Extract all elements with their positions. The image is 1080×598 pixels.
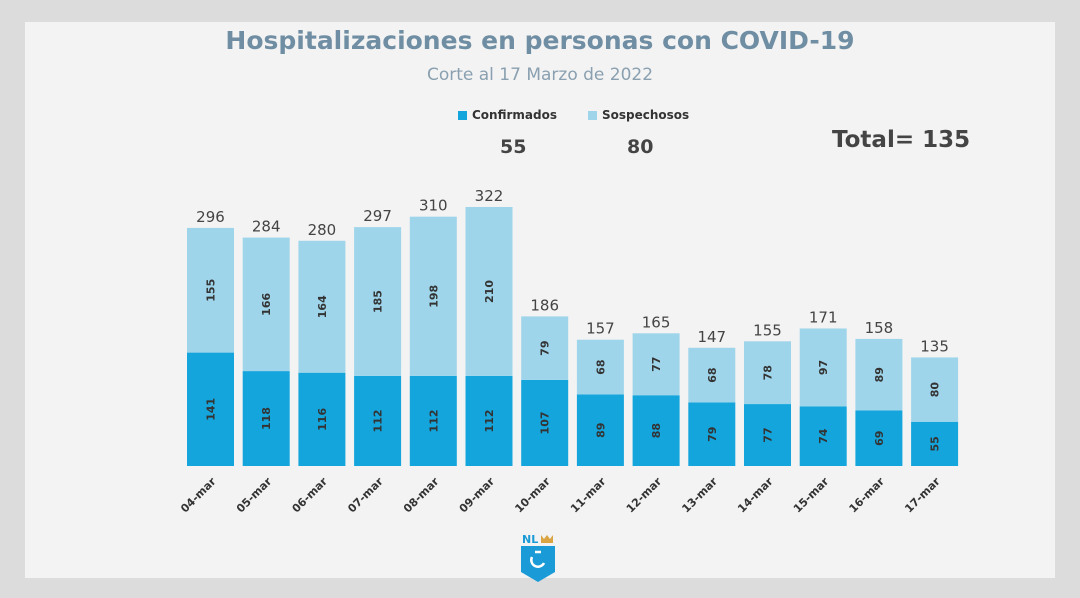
bar-segment-confirmados [354,375,402,466]
x-tick-label: 12-mar [624,475,665,516]
bar-segment-confirmados [187,352,234,466]
segment-value-label: 89 [873,367,886,382]
segment-value-label: 210 [483,280,496,303]
total-label: Total= 135 [832,127,971,153]
segment-value-label: 141 [205,398,218,421]
bar-total-label: 310 [419,197,448,215]
bar-segment-sospechosos [799,328,847,407]
segment-value-label: 185 [372,290,385,313]
legend-label: Sospechosos [602,108,690,122]
legend-total-confirmados: 55 [500,136,527,158]
bar-segment-sospechosos [744,341,791,405]
x-tick-label: 10-mar [512,475,553,516]
bar-segment-sospechosos [855,338,903,411]
bar-total-label: 147 [697,328,726,346]
x-tick-label: 08-mar [401,475,442,516]
x-tick-label: 04-mar [178,475,219,516]
bar-total-label: 284 [252,218,281,236]
bar-segment-sospechosos [409,216,457,376]
x-tick-label: 05-mar [234,475,275,516]
bar-total-label: 165 [642,313,671,331]
chart-subtitle: Corte al 17 Marzo de 2022 [426,65,654,85]
segment-value-label: 166 [260,293,273,316]
bar-segment-confirmados [632,395,680,466]
segment-value-label: 79 [706,427,719,442]
legend-total-sospechosos: 80 [627,136,654,158]
bar-segment-confirmados [521,379,569,466]
bar-segment-confirmados [799,406,847,466]
segment-value-label: 88 [650,423,663,438]
legend-swatch-sospechosos [588,110,597,120]
segment-value-label: 55 [929,436,942,451]
bar-segment-sospechosos [298,240,346,373]
bar-total-label: 297 [363,207,392,225]
x-tick-label: 14-mar [735,475,776,516]
segment-value-label: 112 [427,409,440,432]
bar-segment-sospechosos [632,333,680,396]
x-tick-label: 11-mar [568,475,609,516]
x-tick-label: 16-mar [847,475,888,516]
bar-segment-sospechosos [688,347,736,403]
chart-title: Hospitalizaciones en personas con COVID-… [225,26,855,55]
segment-value-label: 107 [539,411,552,434]
svg-text:NL: NL [522,533,538,546]
bar-segment-confirmados [576,394,624,466]
bar-total-label: 157 [586,320,615,338]
bar-total-label: 322 [475,187,504,205]
x-tick-label: 13-mar [679,475,720,516]
bar-total-label: 158 [865,319,894,337]
bar-segment-confirmados [855,410,903,466]
bar-segment-sospechosos [576,339,624,395]
segment-value-label: 80 [929,382,942,398]
x-tick-label: 09-mar [457,475,498,516]
segment-value-label: 198 [427,285,440,308]
segment-value-label: 79 [539,341,552,356]
bar-segment-confirmados [744,404,791,466]
legend-item-sospechosos: Sospechosos [588,108,689,122]
segment-value-label: 68 [706,367,719,382]
bar-segment-confirmados [409,375,457,466]
x-tick-label: 15-mar [791,475,832,516]
segment-value-label: 164 [316,295,329,318]
bar-segment-confirmados [465,375,513,466]
legend-swatch-confirmados [458,110,467,120]
bar-segment-confirmados [242,371,290,466]
bar-segment-sospechosos [465,207,513,376]
x-tick-label: 06-mar [290,475,331,516]
nl-logo: NL [516,532,560,584]
bar-total-label: 135 [920,337,949,355]
segment-value-label: 112 [372,409,385,432]
segment-value-label: 116 [316,408,329,431]
segment-value-label: 74 [817,428,830,444]
x-tick-label: 17-mar [902,475,943,516]
segment-value-label: 118 [260,407,273,430]
segment-value-label: 78 [762,365,775,380]
bar-total-label: 296 [196,208,225,226]
bar-segment-confirmados [911,421,959,466]
bar-segment-sospechosos [242,237,290,372]
segment-value-label: 97 [817,360,830,375]
legend-label: Confirmados [472,108,557,122]
segment-value-label: 77 [650,357,663,372]
legend-item-confirmados: Confirmados [458,108,557,122]
segment-value-label: 155 [205,279,218,302]
segment-value-label: 69 [873,431,886,446]
bar-segment-confirmados [298,372,346,466]
bar-segment-confirmados [688,402,736,466]
segment-value-label: 68 [594,359,607,374]
bar-segment-sospechosos [354,227,402,376]
bar-segment-sospechosos [521,316,569,380]
bar-total-label: 280 [308,221,337,239]
bar-total-label: 155 [753,321,782,339]
bar-segment-sospechosos [911,357,959,422]
x-tick-label: 07-mar [345,475,386,516]
segment-value-label: 112 [483,409,496,432]
segment-value-label: 89 [594,423,607,438]
bar-total-label: 186 [530,296,559,314]
bar-total-label: 171 [809,308,838,326]
segment-value-label: 77 [762,427,775,442]
bar-segment-sospechosos [187,227,234,353]
